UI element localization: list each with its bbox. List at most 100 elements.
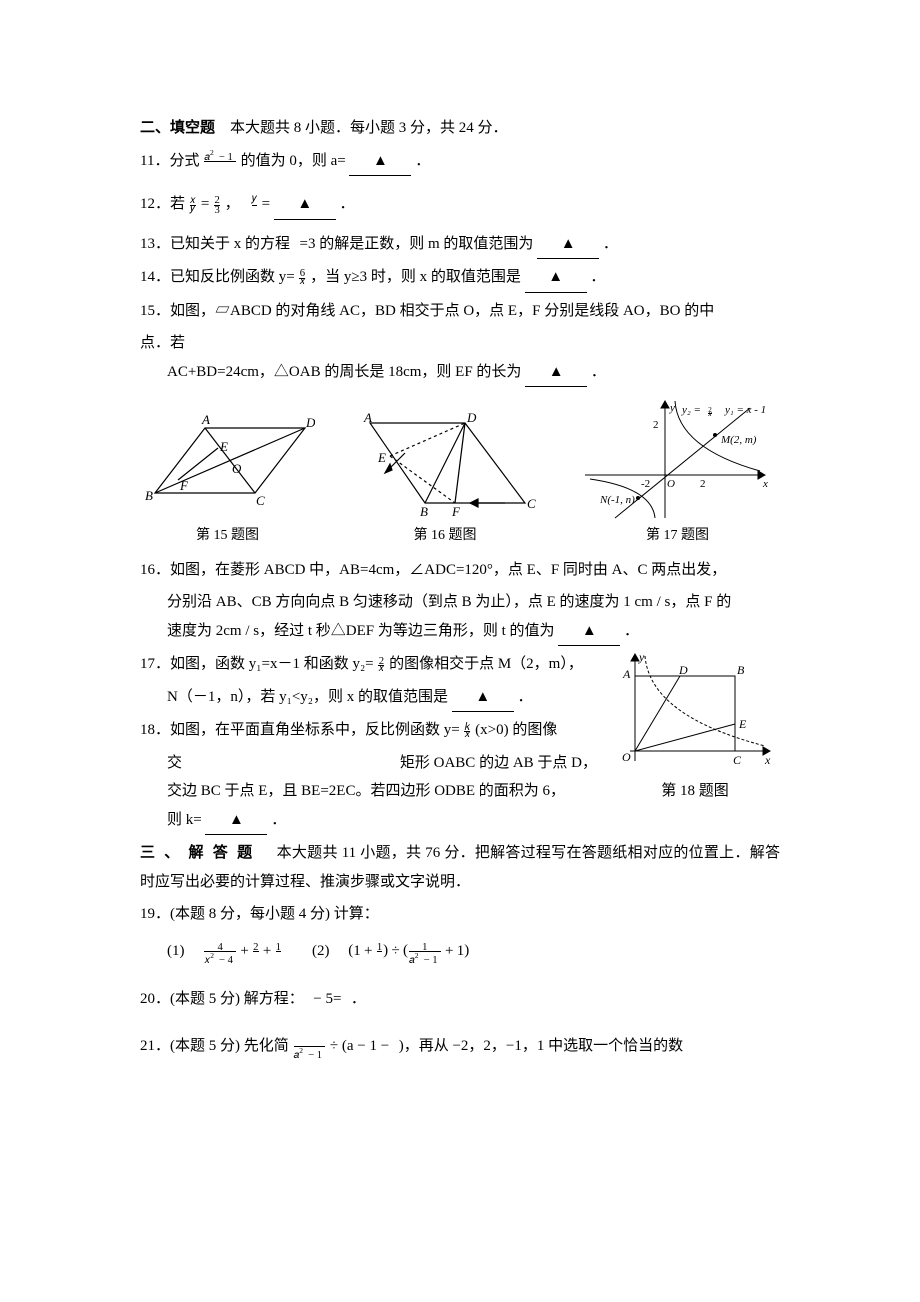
- q15-l2-text: AC+BD=24cm，△OAB 的周长是 18cm，则 EF 的长为: [167, 364, 521, 380]
- figure-17-svg: y x O 2 -2 2 M(2, m) N(-1, n) y₁ = x - 1…: [575, 393, 780, 523]
- svg-text:O: O: [232, 461, 242, 476]
- svg-text:B: B: [420, 504, 428, 519]
- figure-16-svg: A D B C E F: [350, 408, 540, 523]
- question-19-body: (1) 4 x2 − 4 + 2x + 2+ 12 − x (2) (1+ 1a…: [140, 937, 780, 966]
- q20-tail: ．: [351, 991, 366, 1007]
- question-12: 12．若 xy = 23 ， yy − x = ▲ ．: [140, 190, 780, 220]
- q17-l2a: N（－1，n），若 y₁<y₂，则 x 的取值范围是: [167, 689, 448, 705]
- section-2-title: 二、填空题: [140, 120, 215, 136]
- q18-l2a: 交: [167, 749, 182, 778]
- q19-expr1: 4 x2 − 4 + 2x + 2+ 12 − x: [203, 943, 282, 963]
- svg-text:F: F: [179, 478, 189, 493]
- svg-text:B: B: [737, 663, 745, 677]
- svg-text:2: 2: [653, 419, 659, 431]
- svg-text:O: O: [622, 750, 631, 764]
- question-19-head: 19．(本题 8 分，每小题 4 分) 计算：: [140, 900, 780, 929]
- svg-text:C: C: [256, 493, 265, 508]
- q12-eq: =: [262, 196, 270, 212]
- q20-expr-r: 2xx − 1: [345, 999, 347, 1004]
- svg-text:x: x: [764, 753, 771, 766]
- svg-text:y₂ =: y₂ =: [681, 404, 701, 416]
- q20-mid: − 5=: [313, 991, 341, 1007]
- q21-frac2: 2a − 1a + 1: [393, 1045, 395, 1050]
- figure-row-1: A D B C O E F 第 15 题图: [140, 393, 780, 550]
- figure-16-caption: 第 16 题图: [350, 523, 540, 550]
- q17-l1a: 17．如图，函数 y₁=x－1 和函数 y₂=: [140, 656, 374, 672]
- q19-expr2: (1+ 1a − 1 ) ÷ ( 1 a2 − 1 +1 ): [348, 943, 469, 963]
- q16-tail: ．: [624, 623, 639, 639]
- q12-prefix: 12．若: [140, 196, 189, 212]
- q21-div: ÷ (a − 1 −: [330, 1038, 393, 1054]
- svg-text:A: A: [622, 667, 631, 681]
- q11-prefix: 11．分式: [140, 153, 203, 169]
- question-13: 13．已知关于 x 的方程 2x + mx − 1 =3 的解是正数，则 m 的…: [140, 230, 780, 260]
- figure-17-caption: 第 17 题图: [575, 523, 780, 550]
- section-2-heading: 二、填空题 本大题共 8 小题．每小题 3 分，共 24 分．: [140, 114, 780, 143]
- figure-15: A D B C O E F 第 15 题图: [140, 408, 315, 550]
- svg-text:O: O: [667, 478, 675, 490]
- q17-blank: ▲: [452, 683, 514, 713]
- svg-text:D: D: [466, 410, 477, 425]
- figure-18-svg: O A B C D E y x: [615, 646, 775, 766]
- q19-part1: (1) 4 x2 − 4 + 2x + 2+ 12 − x: [167, 937, 282, 966]
- q11-mid: 的值为 0，则 a=: [241, 153, 346, 169]
- figure-18-caption: 第 18 题图: [610, 777, 780, 806]
- q18-l1b: (x>0) 的图像: [475, 722, 557, 738]
- q18-l1a: 18．如图，在平面直角坐标系中，反比例函数 y=: [140, 722, 460, 738]
- question-11: 11．分式 a2 − 1 a + 1 的值为 0，则 a= ▲ ．: [140, 147, 780, 177]
- q12-eq1: xy = 23: [189, 196, 221, 212]
- question-14: 14．已知反比例函数 y= 6x ，当 y≥3 时，则 x 的取值范围是 ▲ ．: [140, 263, 780, 293]
- q19-p1-label: (1): [167, 943, 200, 959]
- q18-l2: 交 矩形 OABC 的边 AB 于点 D，: [140, 749, 597, 778]
- q13-prefix: 13．已知关于 x 的方程: [140, 236, 294, 252]
- svg-text:x: x: [762, 478, 768, 490]
- q15-l2: AC+BD=24cm，△OAB 的周长是 18cm，则 EF 的长为 ▲ ．: [140, 358, 780, 388]
- q12-eq2: yy − x: [251, 196, 258, 208]
- figure-17: y x O 2 -2 2 M(2, m) N(-1, n) y₁ = x - 1…: [575, 393, 780, 550]
- q16-l2: 分别沿 AB、CB 方向向点 B 匀速移动（到点 B 为止），点 E 的速度为 …: [140, 588, 780, 617]
- q15-blank: ▲: [525, 358, 587, 388]
- q16-blank: ▲: [558, 617, 620, 647]
- q18-l4: 则 k= ▲ ．: [140, 806, 780, 836]
- svg-text:A: A: [201, 412, 210, 427]
- q18-blank: ▲: [205, 806, 267, 836]
- q21-tail: )，再从 −2，2，−1，1 中选取一个恰当的数: [399, 1038, 683, 1054]
- q13-mid: =3 的解是正数，则 m 的取值范围为: [300, 236, 534, 252]
- q18-frac: kx: [463, 723, 471, 737]
- q17-l1b: 的图像相交于点 M（2，m），: [389, 656, 583, 672]
- svg-text:C: C: [527, 496, 536, 511]
- q18-tail: ．: [271, 812, 286, 828]
- q12-blank: ▲: [274, 190, 336, 220]
- q19-part2: (2) (1+ 1a − 1 ) ÷ ( 1 a2 − 1 +1 ): [312, 937, 469, 966]
- q15-l1b: 点．若: [140, 329, 780, 358]
- q20-expr: 4 + xx − 1: [308, 999, 310, 1004]
- figure-15-caption: 第 15 题图: [140, 523, 315, 550]
- q12-mid: ，: [225, 196, 248, 212]
- q14-tail: ．: [590, 269, 605, 285]
- q14-blank: ▲: [525, 263, 587, 293]
- q14-frac: 6x: [298, 269, 306, 283]
- q20-head: 20．(本题 5 分) 解方程：: [140, 991, 304, 1007]
- section-3-heading: 三、解答题 本大题共 11 小题，共 76 分．把解答过程写在答题纸相对应的位置…: [140, 839, 780, 896]
- q18-l4-text: 则 k=: [167, 812, 202, 828]
- q15-tail: ．: [591, 364, 606, 380]
- q11-tail: ．: [415, 153, 430, 169]
- q16-l3-text: 速度为 2cm / s，经过 t 秒△DEF 为等边三角形，则 t 的值为: [167, 623, 555, 639]
- svg-text:D: D: [678, 663, 688, 677]
- svg-text:y₁ = x - 1: y₁ = x - 1: [724, 404, 766, 416]
- q21-frac1: a − 2 a2 − 1: [293, 1045, 327, 1058]
- svg-text:D: D: [305, 415, 315, 430]
- q11-fraction: a2 − 1 a + 1: [203, 149, 237, 164]
- q14-mid: ，当 y≥3 时，则 x 的取值范围是: [310, 269, 521, 285]
- question-20: 20．(本题 5 分) 解方程： 4 + xx − 1 − 5= 2xx − 1…: [140, 985, 780, 1014]
- figure-16: A D B C E F 第 16 题图: [350, 408, 540, 550]
- svg-text:E: E: [219, 439, 228, 454]
- svg-text:A: A: [363, 410, 372, 425]
- section-3-title: 三、解答题: [140, 845, 261, 861]
- section-2-desc: 本大题共 8 小题．每小题 3 分，共 24 分．: [215, 120, 508, 136]
- svg-text:B: B: [145, 488, 153, 503]
- svg-text:E: E: [377, 450, 386, 465]
- figure-15-svg: A D B C O E F: [140, 408, 315, 523]
- svg-text:y: y: [669, 402, 675, 414]
- svg-text:-2: -2: [641, 478, 650, 490]
